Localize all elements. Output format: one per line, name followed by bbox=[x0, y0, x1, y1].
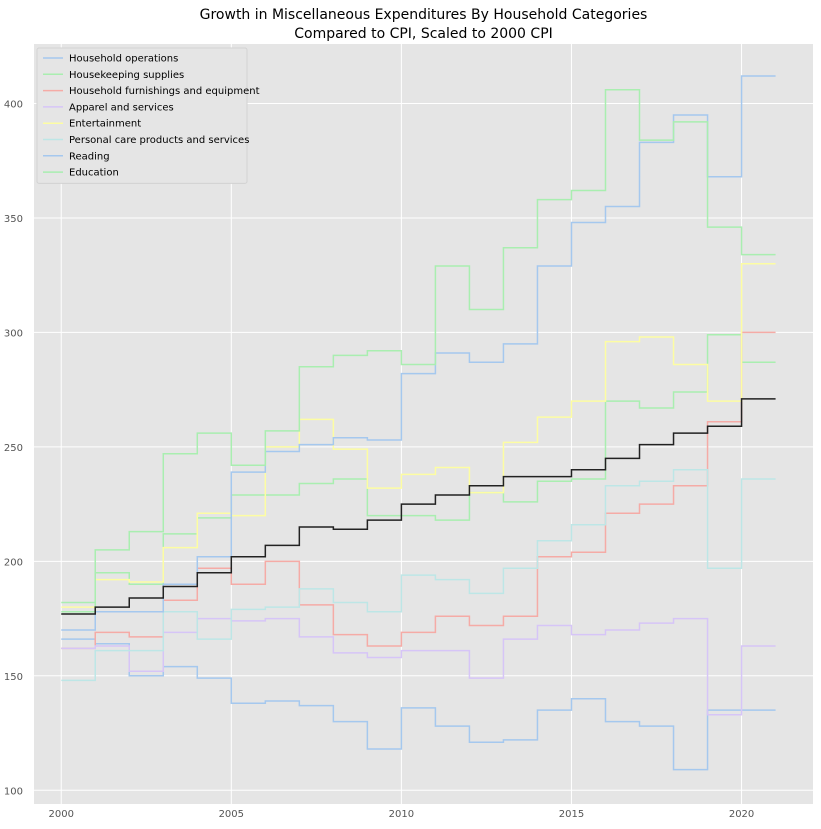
legend-label: Reading bbox=[69, 151, 110, 162]
y-tick-label: 300 bbox=[4, 328, 23, 339]
x-tick-label: 2000 bbox=[48, 809, 73, 820]
legend-box bbox=[36, 47, 248, 184]
y-tick-label: 150 bbox=[4, 672, 23, 683]
chart-title-line-2: Compared to CPI, Scaled to 2000 CPI bbox=[294, 26, 553, 42]
y-tick-label: 100 bbox=[4, 786, 23, 797]
series-line-5 bbox=[61, 469, 776, 682]
legend-label: Personal care products and services bbox=[69, 135, 249, 146]
y-tick-label: 200 bbox=[4, 557, 23, 568]
y-tick-label: 350 bbox=[4, 214, 23, 225]
series-line-6 bbox=[61, 75, 776, 631]
y-tick-label: 250 bbox=[4, 443, 23, 454]
series-line-3 bbox=[61, 617, 776, 716]
x-tick-label: 2010 bbox=[389, 809, 414, 820]
legend-label: Household furnishings and equipment bbox=[69, 86, 260, 97]
series-line-1 bbox=[61, 333, 776, 604]
series-line-0 bbox=[61, 638, 776, 771]
series-line-8 bbox=[61, 398, 776, 615]
chart-title: Growth in Miscellaneous Expenditures By … bbox=[200, 7, 648, 42]
series-line-7 bbox=[61, 89, 776, 613]
legend-label: Entertainment bbox=[69, 119, 141, 130]
legend: Household operations Housekeeping supplie… bbox=[36, 47, 260, 184]
x-tick-label: 2005 bbox=[219, 809, 244, 820]
x-tick-label: 2020 bbox=[729, 809, 754, 820]
series-layer bbox=[61, 75, 776, 771]
axis-ticks: 2000 2005 2010 2015 2020 100 150 200 250 300 350 40… bbox=[4, 100, 754, 820]
legend-label: Household operations bbox=[69, 54, 178, 65]
y-tick-label: 400 bbox=[4, 100, 23, 111]
legend-label: Housekeeping supplies bbox=[69, 70, 184, 81]
legend-label: Education bbox=[69, 168, 119, 179]
series-line-2 bbox=[61, 331, 776, 650]
x-tick-label: 2015 bbox=[559, 809, 584, 820]
legend-label: Apparel and services bbox=[69, 102, 174, 113]
chart-title-line-1: Growth in Miscellaneous Expenditures By … bbox=[200, 7, 648, 23]
series-line-4 bbox=[61, 263, 776, 608]
